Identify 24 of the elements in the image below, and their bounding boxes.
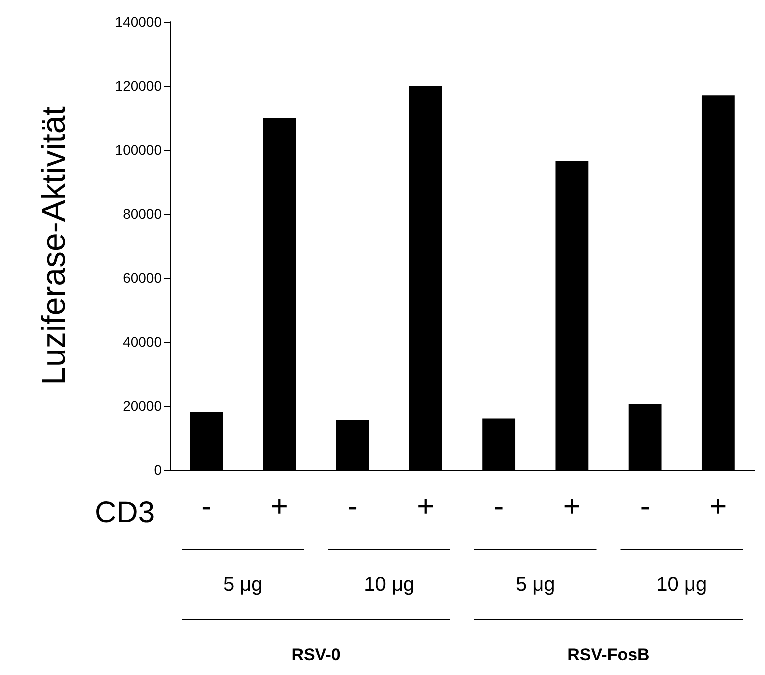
y-tick-label: 60000 [123,270,162,286]
x-tick-label: + [417,490,435,524]
text: 10 μg [656,574,708,596]
y-tick-label: 80000 [123,206,162,222]
y-axis-title: Luziferase-Aktivität [35,106,72,386]
text: RSV-0 [292,646,341,664]
y-tick-label: 0 [154,462,162,478]
x-tick-label: - [348,490,358,524]
x-tick-label: + [270,490,288,524]
x-tick-label: - [640,490,650,524]
x-tick-label: - [494,490,504,524]
y-tick-label: 20000 [123,398,162,414]
y-tick-label: 120000 [115,78,162,94]
y-tick-label: 40000 [123,334,162,350]
text: 5 μg [516,574,556,596]
text: 10 μg [364,574,415,596]
y-tick-label: 100000 [115,142,162,158]
x-tick-label: + [710,490,728,524]
text: 5 μg [223,574,263,596]
x-tick-label: + [563,490,581,524]
y-tick-label: 140000 [115,14,162,30]
x-tick-label: - [202,490,212,524]
text: RSV-FosB [568,646,650,664]
text: CD3 [95,496,156,530]
